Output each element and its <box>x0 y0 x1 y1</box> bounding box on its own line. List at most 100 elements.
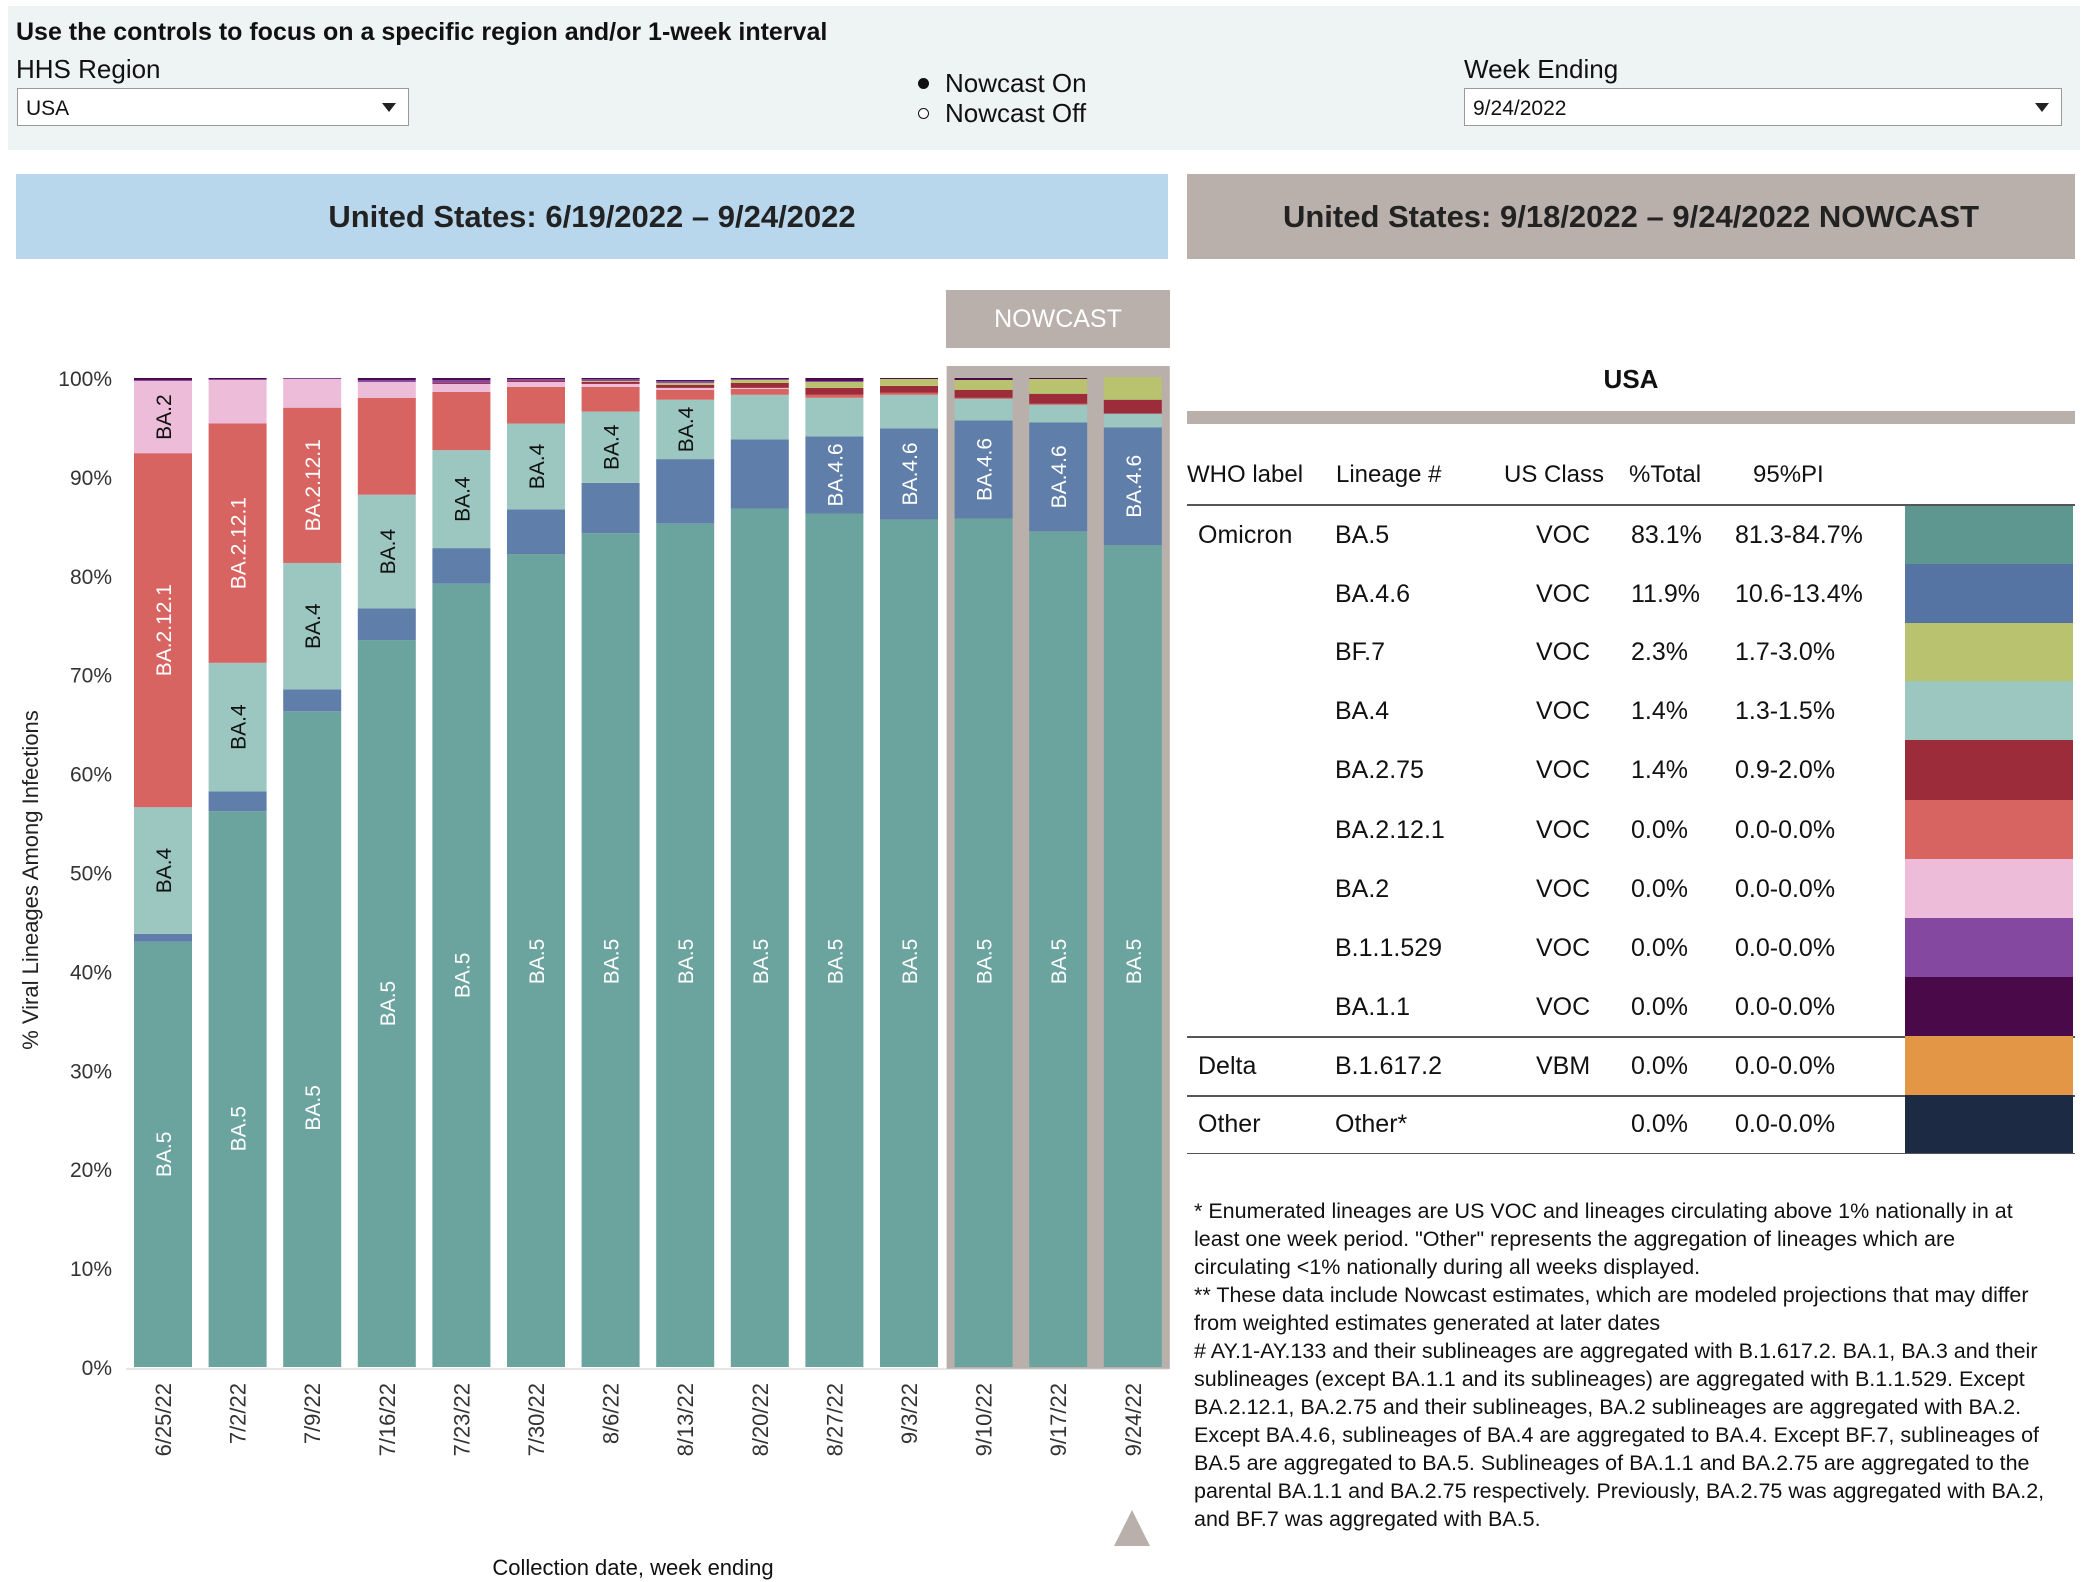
bar-segment-label: BA.4 <box>601 424 624 470</box>
bar-segment <box>656 380 715 383</box>
radio-selected-icon <box>918 78 929 89</box>
table-cell: BA.2 <box>1335 874 1390 903</box>
table-cell: 0.0% <box>1631 933 1688 962</box>
bar-segment <box>1029 393 1088 404</box>
bar-segment <box>1029 531 1088 1367</box>
table-group-rule <box>1187 1095 2075 1097</box>
nowcast-off-radio[interactable]: Nowcast Off <box>918 98 1086 129</box>
table-cell: 0.0-0.0% <box>1735 815 1836 844</box>
bar-segment <box>954 389 1013 398</box>
bar-segment <box>208 811 267 1367</box>
region-select[interactable]: USA <box>17 88 409 126</box>
table-cell: VOC <box>1536 815 1591 844</box>
bar-segment-label: BA.4.6 <box>1123 455 1146 518</box>
bar-stack[interactable] <box>432 378 491 1367</box>
table-cell: B.1.617.2 <box>1335 1051 1443 1080</box>
bar-segment <box>357 379 416 382</box>
lineage-color-swatch <box>1905 977 2073 1036</box>
y-tick-label: 20% <box>70 1159 112 1182</box>
table-cell: VOC <box>1536 638 1591 666</box>
bar-segment <box>805 387 864 395</box>
table-cell: BA.5 <box>1335 521 1390 549</box>
bar-segment <box>1103 427 1162 546</box>
bar-segment-label: BA.4 <box>153 847 176 893</box>
bar-segment <box>1029 403 1088 405</box>
bar-segment <box>134 941 192 1367</box>
bar-stack[interactable] <box>357 378 416 1367</box>
bar-segment <box>1029 404 1088 423</box>
bar-segment <box>880 428 938 520</box>
nowcast-on-radio[interactable]: Nowcast On <box>918 68 1087 99</box>
bar-segment <box>730 387 789 389</box>
bar-segment-label: BA.5 <box>526 939 549 985</box>
bar-segment <box>954 398 1013 421</box>
bar-stack[interactable] <box>954 378 1013 1367</box>
x-tick-label: 9/24/22 <box>1121 1383 1146 1456</box>
bar-segment-label: BA.5 <box>899 939 922 985</box>
bar-stack[interactable] <box>507 378 565 1367</box>
table-cell: 1.4% <box>1631 756 1688 784</box>
bar-segment <box>1103 399 1162 414</box>
table-cell: VOC <box>1536 933 1591 962</box>
table-cell: 1.4% <box>1631 696 1688 725</box>
table-header-cell: 95%PI <box>1753 461 1824 488</box>
bar-segment-label: BA.4.6 <box>899 442 922 505</box>
bar-stack[interactable] <box>134 378 192 1367</box>
table-cell: Delta <box>1198 1051 1257 1080</box>
bar-segment <box>432 548 491 584</box>
bar-stack[interactable] <box>730 378 789 1368</box>
y-tick-label: 30% <box>70 1060 112 1083</box>
x-tick-label: 7/2/22 <box>226 1383 251 1444</box>
lineage-color-swatch <box>1905 1095 2073 1153</box>
bar-stack[interactable] <box>1029 378 1088 1367</box>
bar-stack[interactable] <box>1103 377 1162 1367</box>
bar-segment <box>880 519 938 1367</box>
table-cell: BA.4.6 <box>1335 579 1411 608</box>
bar-segment <box>880 394 938 429</box>
table-cell: 0.0% <box>1631 1110 1688 1138</box>
bar-segment <box>581 386 640 412</box>
bar-segment <box>507 380 565 382</box>
bar-segment-label: BA.5 <box>974 939 997 985</box>
bar-segment-label: BA.5 <box>601 939 624 985</box>
bar-stack[interactable] <box>581 378 640 1367</box>
nowcast-on-label: Nowcast On <box>945 68 1087 98</box>
y-axis: 0% 10% 20% 30% 40% 50% 60% 70% 80% 90% 100% <box>58 368 112 1380</box>
bar-segment <box>954 518 1013 1367</box>
bar-segment <box>507 554 565 1367</box>
table-cell: BA.2.75 <box>1335 756 1424 784</box>
table-cell: Omicron <box>1198 521 1293 549</box>
bar-segment <box>432 378 491 380</box>
bar-stack[interactable] <box>805 378 864 1367</box>
bar-segment <box>880 385 938 393</box>
week-select[interactable]: 9/24/2022 <box>1464 88 2062 126</box>
bar-segment <box>805 381 864 388</box>
bar-segment <box>1103 377 1162 400</box>
bar-segment <box>730 379 789 383</box>
lineage-color-swatch <box>1905 623 2073 681</box>
bar-segment-label: BA.5 <box>1048 939 1071 985</box>
x-tick-label: 9/10/22 <box>972 1383 997 1456</box>
table-cell: BA.1.1 <box>1335 992 1411 1021</box>
lineage-color-swatch <box>1905 800 2073 859</box>
bar-segment <box>208 791 267 812</box>
bar-segment <box>730 394 789 440</box>
scroll-up-icon[interactable] <box>1114 1510 1150 1546</box>
x-tick-label: 7/30/22 <box>524 1383 549 1456</box>
bar-segment-label: BA.2 <box>153 394 176 440</box>
bar-stack[interactable] <box>656 379 715 1367</box>
table-cell: BF.7 <box>1335 638 1386 666</box>
bar-segment <box>581 533 640 1367</box>
bar-stack[interactable] <box>208 378 267 1367</box>
table-header-cell: US Class <box>1504 461 1605 488</box>
bar-segment <box>357 608 416 641</box>
bar-segment <box>730 378 789 379</box>
bar-segment <box>954 378 1013 380</box>
bar-stack[interactable] <box>283 378 342 1367</box>
bar-stack[interactable] <box>880 378 938 1367</box>
controls-title: Use the controls to focus on a specific … <box>16 18 828 46</box>
x-tick-label: 7/16/22 <box>375 1383 400 1456</box>
region-label: HHS Region <box>16 54 161 84</box>
y-tick-label: 100% <box>58 368 112 391</box>
bar-segment <box>656 459 715 524</box>
